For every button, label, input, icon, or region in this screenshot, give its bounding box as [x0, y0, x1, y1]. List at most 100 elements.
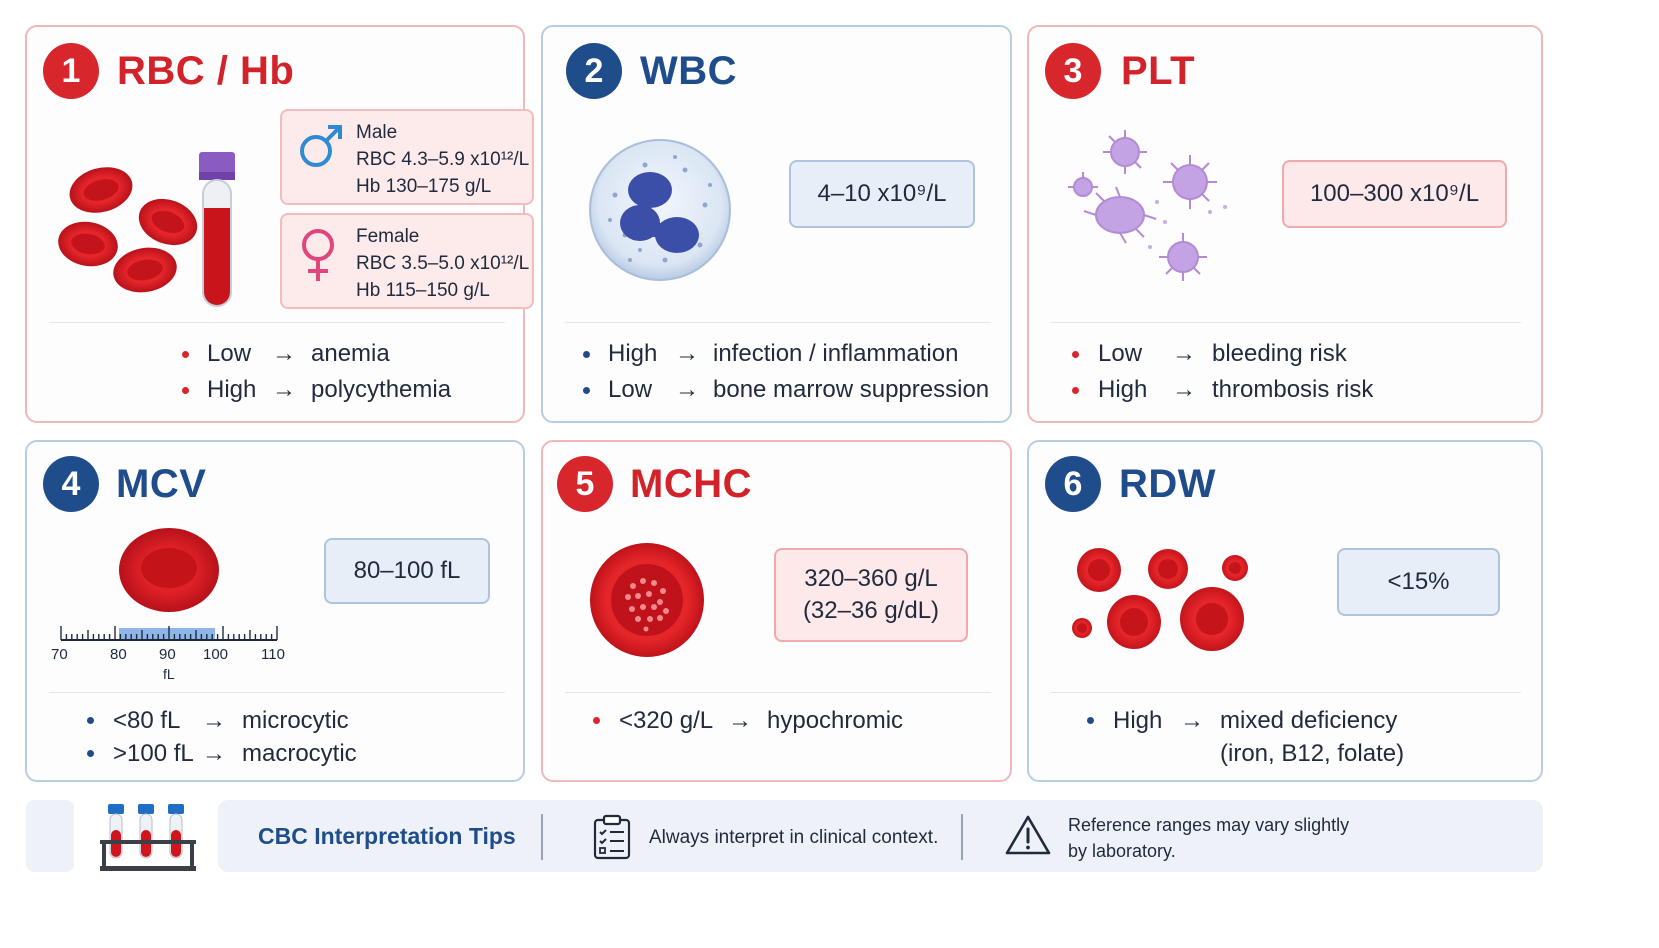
female-label: Female [356, 226, 420, 247]
footer-separator [541, 814, 543, 860]
card-divider [49, 692, 505, 693]
list-item: High → polycythemia [182, 372, 502, 408]
bullet-dot [583, 351, 590, 358]
arrow-icon: → [728, 707, 752, 734]
bullet-result: infection / inflammation [713, 340, 959, 367]
male-rbc-range: RBC 4.3–5.9 x10¹²/L [356, 149, 530, 170]
footer-separator [961, 814, 963, 860]
footer-tip-ranges-line2: by laboratory. [1068, 841, 1176, 861]
female-range-box: Female RBC 3.5–5.0 x10¹²/L Hb 115–150 g/… [280, 213, 534, 309]
warning-icon [1005, 815, 1051, 855]
card-mchc: 5 MCHC 320–360 g/L (32–36 g/dL) <320 g/L… [541, 440, 1012, 782]
bullet-condition: Low [1098, 340, 1143, 367]
range-box: 320–360 g/L (32–36 g/dL) [774, 548, 968, 642]
bullet-condition: High [207, 376, 257, 403]
list-item-continuation: (iron, B12, folate) [1087, 737, 1507, 770]
bullet-dot [1087, 717, 1094, 724]
card-number: 1 [43, 43, 99, 99]
male-icon [300, 125, 342, 167]
card-mcv: 4 MCV 70 80 90 100 110 fL 80–100 fL <80 … [25, 440, 525, 782]
tube-rack-icon [100, 804, 196, 871]
blood-tube-icon [199, 152, 235, 307]
card-number: 5 [557, 456, 613, 512]
range-value: 80–100 fL [353, 557, 461, 584]
list-item: <320 g/L → hypochromic [593, 704, 993, 737]
bullet-result: hypochromic [767, 707, 904, 734]
bullet-result: anemia [311, 340, 390, 367]
bullet-condition: Low [608, 376, 653, 403]
card-divider [1051, 322, 1521, 323]
bullet-dot [182, 351, 189, 358]
list-item: Low → bone marrow suppression [583, 372, 1003, 408]
ruler-tick: 110 [261, 646, 285, 663]
ruler-tick: 90 [159, 646, 176, 663]
card-divider [1051, 692, 1521, 693]
bullet-condition: Low [207, 340, 252, 367]
red-blood-cells-icon [58, 167, 198, 293]
card-bullets: High → infection / inflammation Low → bo… [583, 336, 1003, 408]
card-title: RDW [1119, 462, 1217, 506]
arrow-icon: → [675, 340, 699, 367]
list-item: <80 fL → microcytic [87, 704, 487, 737]
range-value: <15% [1387, 568, 1450, 595]
bullet-condition: >100 fL [113, 740, 194, 767]
card-title: MCV [116, 462, 207, 506]
bullet-result-detail: (iron, B12, folate) [1220, 740, 1405, 767]
card-divider [49, 322, 505, 323]
ruler-icon [60, 626, 278, 641]
arrow-icon: → [1172, 376, 1196, 403]
female-icon [302, 229, 334, 281]
footer-tip-ranges-line1: Reference ranges may vary slightly [1068, 815, 1350, 835]
female-rbc-range: RBC 3.5–5.0 x10¹²/L [356, 253, 530, 274]
list-item: Low → anemia [182, 336, 502, 372]
male-label: Male [356, 122, 398, 143]
bullet-result: thrombosis risk [1212, 376, 1374, 403]
bullet-condition: <320 g/L [619, 707, 714, 734]
range-box: 4–10 x10⁹/L [789, 160, 975, 228]
rdw-cells-icon [1072, 548, 1248, 651]
bullet-dot [1072, 351, 1079, 358]
range-value: 320–360 g/L [804, 565, 938, 592]
ruler-tick: 100 [203, 646, 229, 663]
footer-title: CBC Interpretation Tips [258, 823, 516, 849]
bullet-dot [87, 750, 94, 757]
ruler-tick-labels: 70 80 90 100 110 [27, 646, 327, 670]
card-title: PLT [1121, 49, 1196, 93]
arrow-icon: → [202, 707, 226, 734]
range-box: 80–100 fL [324, 538, 490, 604]
bullet-dot [1072, 387, 1079, 394]
arrow-icon: → [202, 740, 226, 767]
footer-left-panel [26, 800, 74, 872]
card-divider [565, 692, 991, 693]
list-item: High → infection / inflammation [583, 336, 1003, 372]
footer-tips-bar [218, 800, 1543, 872]
arrow-icon: → [272, 340, 296, 367]
ruler-unit: fL [163, 666, 175, 682]
arrow-icon: → [272, 376, 296, 403]
bullet-result: mixed deficiency [1220, 707, 1398, 734]
bullet-result: bone marrow suppression [713, 376, 990, 403]
bullet-result: macrocytic [242, 740, 357, 767]
card-number: 2 [566, 43, 622, 99]
card-divider [565, 322, 991, 323]
card-bullets: High → mixed deficiency (iron, B12, fola… [1087, 704, 1507, 770]
list-item: High → thrombosis risk [1072, 372, 1492, 408]
range-box: 100–300 x10⁹/L [1282, 160, 1507, 228]
range-value: 100–300 x10⁹/L [1309, 180, 1480, 207]
card-bullets: <80 fL → microcytic >100 fL → macrocytic [87, 704, 487, 770]
bullet-condition: High [1098, 376, 1148, 403]
card-number: 4 [43, 456, 99, 512]
bullet-result: microcytic [242, 707, 349, 734]
arrow-icon: → [1180, 707, 1204, 734]
list-item: Low → bleeding risk [1072, 336, 1492, 372]
card-plt: 3 PLT 100–300 x10⁹/L Low → bleeding risk… [1027, 25, 1543, 423]
bullet-dot [87, 717, 94, 724]
card-title: RBC / Hb [117, 49, 295, 93]
footer-tip-clinical: Always interpret in clinical context. [649, 827, 939, 848]
card-bullets: Low → bleeding risk High → thrombosis ri… [1072, 336, 1492, 408]
male-hb-range: Hb 130–175 g/L [356, 176, 492, 197]
arrow-icon: → [675, 376, 699, 403]
male-range-box: Male RBC 4.3–5.9 x10¹²/L Hb 130–175 g/L [280, 109, 534, 205]
clipboard-icon [593, 814, 631, 860]
platelets-icon [1068, 130, 1227, 281]
